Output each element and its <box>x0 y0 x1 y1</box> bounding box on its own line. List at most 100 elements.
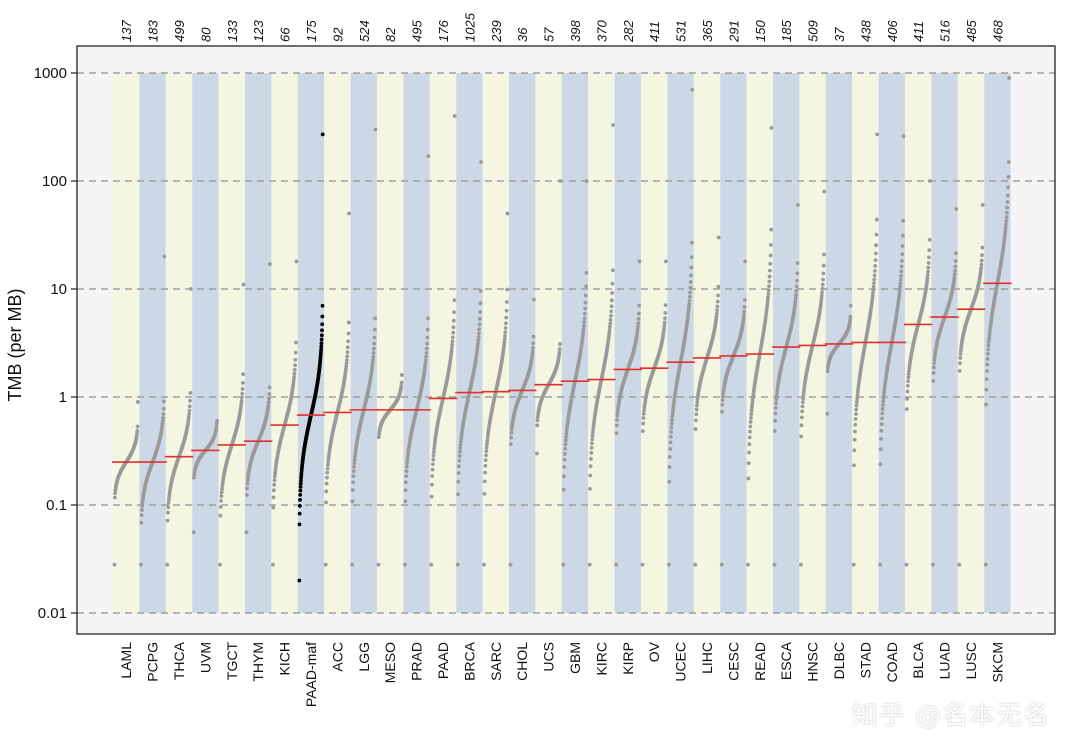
data-point <box>458 449 462 454</box>
data-point <box>403 488 408 493</box>
data-point <box>694 418 698 423</box>
data-point <box>1006 160 1011 164</box>
sample-count-label: 495 <box>410 20 425 42</box>
sample-count-label: 1025 <box>462 12 477 42</box>
data-point <box>819 299 824 304</box>
data-point <box>485 439 490 443</box>
data-point <box>272 474 277 479</box>
data-point <box>351 474 356 479</box>
category-label: MESO <box>382 642 398 683</box>
data-point <box>608 313 613 318</box>
category-label: SARC <box>488 642 504 681</box>
sample-count-label: 398 <box>568 20 583 42</box>
data-point <box>769 227 774 232</box>
data-point <box>855 390 860 394</box>
category-label: KICH <box>277 642 293 675</box>
data-point <box>557 347 562 351</box>
data-point <box>140 504 145 508</box>
data-point <box>749 412 754 416</box>
data-point <box>873 251 878 256</box>
data-point <box>772 562 777 567</box>
data-point <box>793 299 798 304</box>
data-point <box>558 342 562 346</box>
data-point <box>663 310 668 315</box>
data-point <box>695 400 700 405</box>
data-point <box>878 462 883 467</box>
data-point <box>611 123 615 127</box>
data-point <box>899 274 903 278</box>
watermark: 知乎 @名本无名 <box>851 701 1050 731</box>
data-point <box>714 311 719 316</box>
data-point <box>589 450 594 455</box>
data-point <box>690 87 695 92</box>
data-point <box>931 371 936 375</box>
data-point <box>906 379 910 384</box>
sample-count-label: 282 <box>621 20 636 43</box>
data-point <box>535 451 539 456</box>
data-point <box>588 487 592 491</box>
data-point <box>741 316 746 321</box>
y-tick-label: 0.1 <box>46 497 67 514</box>
category-points <box>931 207 959 567</box>
data-point <box>667 562 671 567</box>
sample-count-label: 133 <box>225 20 240 42</box>
category-label: LGG <box>356 642 372 672</box>
data-point <box>135 432 139 436</box>
data-point <box>320 328 324 333</box>
data-point <box>980 245 985 250</box>
sample-count-label: 176 <box>436 20 451 42</box>
data-point <box>926 261 931 265</box>
data-point <box>297 578 302 583</box>
data-point <box>218 562 223 567</box>
data-point <box>430 474 435 479</box>
data-point <box>795 261 800 266</box>
data-point <box>589 445 594 450</box>
data-point <box>484 445 489 450</box>
data-point <box>609 304 614 309</box>
data-point <box>642 408 646 413</box>
data-point <box>504 321 508 326</box>
category-label: CESC <box>725 642 741 681</box>
data-point <box>671 408 675 413</box>
sample-count-label: 531 <box>674 20 689 42</box>
category-points <box>693 235 721 567</box>
data-point <box>245 478 250 483</box>
data-point <box>800 409 805 414</box>
category-points <box>772 203 800 567</box>
data-point <box>271 488 276 493</box>
data-point <box>135 428 140 433</box>
plot-border <box>76 45 1056 635</box>
data-point <box>748 429 752 434</box>
data-point <box>188 287 193 291</box>
sample-count-label: 516 <box>938 20 953 42</box>
data-point <box>932 361 937 366</box>
data-point <box>747 450 751 455</box>
data-point <box>372 346 376 351</box>
category-points <box>719 259 747 567</box>
data-point <box>931 562 935 567</box>
data-point <box>423 361 428 365</box>
data-point <box>319 341 324 346</box>
data-point <box>820 286 825 291</box>
sample-count-label: 499 <box>172 20 187 42</box>
data-point <box>641 416 646 420</box>
data-point <box>319 344 324 349</box>
data-point <box>562 474 566 479</box>
data-point <box>801 393 806 398</box>
data-point <box>749 408 754 413</box>
data-point <box>984 377 989 382</box>
data-point <box>319 333 324 338</box>
data-point <box>482 562 486 567</box>
data-point <box>854 403 859 408</box>
data-point <box>957 562 962 567</box>
data-point <box>425 341 429 346</box>
data-point <box>881 399 886 404</box>
data-point <box>694 412 699 417</box>
data-point <box>266 400 271 405</box>
data-point <box>898 285 902 289</box>
data-point <box>748 420 753 424</box>
data-point <box>187 412 192 416</box>
data-point <box>820 290 824 295</box>
data-point <box>851 562 856 567</box>
data-point <box>694 403 699 408</box>
